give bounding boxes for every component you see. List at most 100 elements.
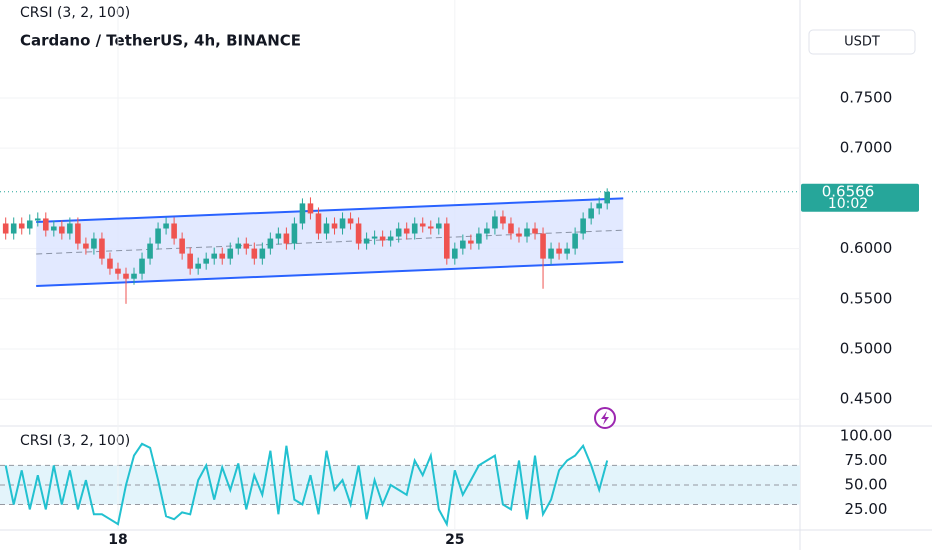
candle-body <box>115 268 121 274</box>
pane-title: CRSI (3, 2, 100) <box>20 433 130 449</box>
candle-body <box>452 248 458 259</box>
candle-body <box>99 238 105 259</box>
indicator-title: CRSI (3, 2, 100) <box>20 5 130 21</box>
candle-body <box>315 213 322 234</box>
candle-body <box>556 248 562 254</box>
candle-body <box>26 220 33 229</box>
candle-body <box>460 240 466 249</box>
candle-body <box>2 223 9 234</box>
candle-body <box>363 238 370 244</box>
candle-body <box>379 236 386 241</box>
candle-body <box>251 248 258 259</box>
candle-body <box>123 273 129 279</box>
candle-body <box>243 243 250 249</box>
candle-body <box>484 228 490 234</box>
candle-body <box>411 223 418 234</box>
candle-body <box>227 248 234 259</box>
candle-body <box>155 228 161 244</box>
candle-body <box>548 248 554 259</box>
candle-body <box>387 236 394 241</box>
candle-body <box>331 223 338 229</box>
candle-body <box>51 226 57 231</box>
candle-body <box>59 226 65 234</box>
indicator-line <box>4 442 609 528</box>
y-tick-label: 50.00 <box>845 475 888 493</box>
last-price-label: 0.6566 <box>822 182 875 200</box>
currency-label: USDT <box>844 35 880 50</box>
candle-body <box>307 203 314 214</box>
candle-body <box>604 191 610 204</box>
candle-body <box>18 223 25 229</box>
countdown: 10:02 <box>828 196 868 212</box>
candle-body <box>171 223 177 239</box>
candle-body <box>508 223 514 234</box>
candle-body <box>10 223 17 234</box>
candle-body <box>596 203 602 209</box>
candle-body <box>219 253 226 259</box>
candle-body <box>139 258 145 274</box>
candle-body <box>283 233 290 244</box>
y-tick-label: 0.7500 <box>840 88 893 106</box>
candle-body <box>476 233 482 244</box>
candle-body <box>395 228 402 237</box>
y-tick-label: 0.4500 <box>840 390 893 408</box>
channel-mid <box>36 229 624 255</box>
candle-body <box>403 228 410 234</box>
candle-body <box>516 233 522 237</box>
candle-body <box>267 238 274 249</box>
x-tick-label: 18 <box>108 532 127 548</box>
candle-body <box>323 223 330 234</box>
candle-body <box>492 216 498 229</box>
candle-body <box>107 258 113 269</box>
candle-body <box>572 233 578 249</box>
symbol-title: Cardano / TetherUS, 4h, BINANCE <box>20 32 301 50</box>
icon-bolt <box>601 411 609 425</box>
candle-body <box>179 238 185 254</box>
candle-body <box>163 223 169 229</box>
candle-body <box>299 203 306 224</box>
candle-body <box>259 248 266 259</box>
candle-body <box>83 243 89 249</box>
candle-body <box>235 243 242 249</box>
currency-button[interactable] <box>808 29 916 55</box>
candle-body <box>419 223 426 227</box>
y-tick-label: 0.7000 <box>840 139 893 157</box>
candle-body <box>187 253 193 269</box>
candle-body <box>580 218 586 234</box>
candle-body <box>588 208 594 219</box>
x-tick-label: 25 <box>445 532 464 548</box>
candle-body <box>67 223 73 234</box>
y-tick-label: 75.00 <box>845 451 888 469</box>
candle-body <box>427 226 434 229</box>
candle-body <box>564 248 570 254</box>
candle-body <box>524 228 530 237</box>
candle-body <box>131 273 137 279</box>
y-tick-label: 100.00 <box>840 427 893 445</box>
last-price-box <box>801 183 919 212</box>
candle-body <box>435 223 442 229</box>
y-tick-label: 0.5500 <box>840 289 893 307</box>
candle-body <box>34 218 41 221</box>
y-tick-label: 0.6000 <box>840 239 893 257</box>
candle-body <box>540 233 546 259</box>
y-tick-label: 0.5000 <box>840 339 893 357</box>
candle-body <box>211 253 218 259</box>
channel-upper <box>36 197 624 223</box>
candle-body <box>275 233 282 239</box>
candle-body <box>42 218 49 231</box>
candle-body <box>291 223 298 244</box>
candle-body <box>347 218 354 224</box>
candle-body <box>443 223 450 259</box>
alert-icon[interactable] <box>594 407 616 429</box>
candle-body <box>355 223 362 244</box>
candle-body <box>532 228 538 234</box>
candle-body <box>195 263 201 269</box>
candle-body <box>75 223 81 244</box>
candle-body <box>91 238 97 249</box>
candle-body <box>371 236 378 239</box>
candle-body <box>203 258 209 264</box>
candle-body <box>339 218 346 229</box>
candle-body <box>500 216 506 224</box>
candle-body <box>147 243 153 259</box>
